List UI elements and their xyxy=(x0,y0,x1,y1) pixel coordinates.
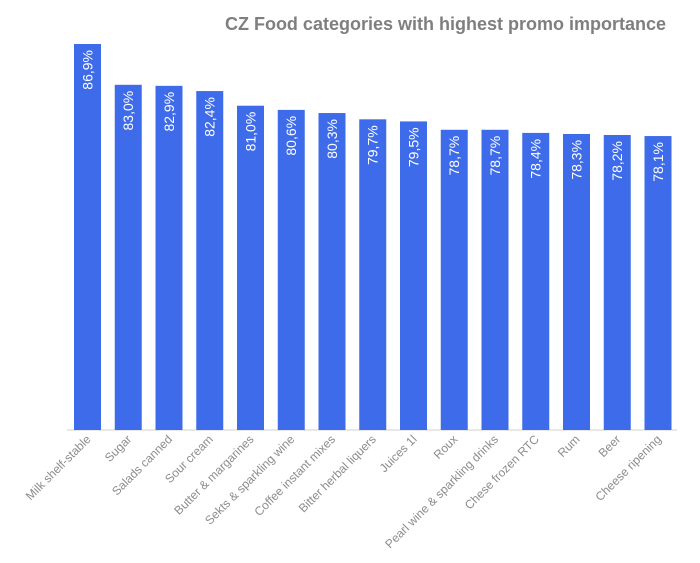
bar xyxy=(603,135,631,431)
data-label: 80,3% xyxy=(324,119,340,159)
bar xyxy=(563,133,590,430)
data-label: 78,1% xyxy=(650,142,666,182)
data-label: 79,7% xyxy=(365,125,381,165)
data-label: 78,7% xyxy=(487,136,503,176)
bar xyxy=(644,136,672,430)
bar xyxy=(400,121,427,430)
x-tick-label: Beer xyxy=(596,432,624,460)
data-label: 86,9% xyxy=(80,50,96,90)
data-label: 78,7% xyxy=(446,136,462,176)
data-label: 82,4% xyxy=(202,97,218,137)
x-tick-label: Rum xyxy=(555,432,583,460)
bar xyxy=(237,105,264,431)
x-tick-label: Sugar xyxy=(102,432,135,465)
data-label: 82,9% xyxy=(161,92,177,132)
data-label: 78,3% xyxy=(569,140,585,180)
bar xyxy=(359,119,387,430)
chart-title: CZ Food categories with highest promo im… xyxy=(224,14,666,34)
bar xyxy=(318,113,346,430)
x-tick-label: Milk shelf-stable xyxy=(23,432,94,503)
data-label: 80,6% xyxy=(283,116,299,156)
bar xyxy=(114,84,142,430)
bar xyxy=(522,132,550,430)
bar xyxy=(155,85,183,430)
bar xyxy=(440,129,468,430)
data-label: 83,0% xyxy=(120,91,136,131)
bar xyxy=(277,109,305,430)
data-label: 79,5% xyxy=(406,127,422,167)
bar xyxy=(481,129,509,430)
data-label: 78,4% xyxy=(528,139,544,179)
x-tick-label: Chese frozen RTC xyxy=(462,432,542,512)
x-tick-label: Roux xyxy=(431,432,461,462)
x-tick-label: Juices 1l xyxy=(377,432,420,475)
data-label: 78,2% xyxy=(609,141,625,181)
data-label: 81,0% xyxy=(243,112,259,152)
bar xyxy=(74,44,101,430)
x-tick-label: Bitter herbal liquers xyxy=(296,432,379,515)
bar xyxy=(196,91,224,430)
